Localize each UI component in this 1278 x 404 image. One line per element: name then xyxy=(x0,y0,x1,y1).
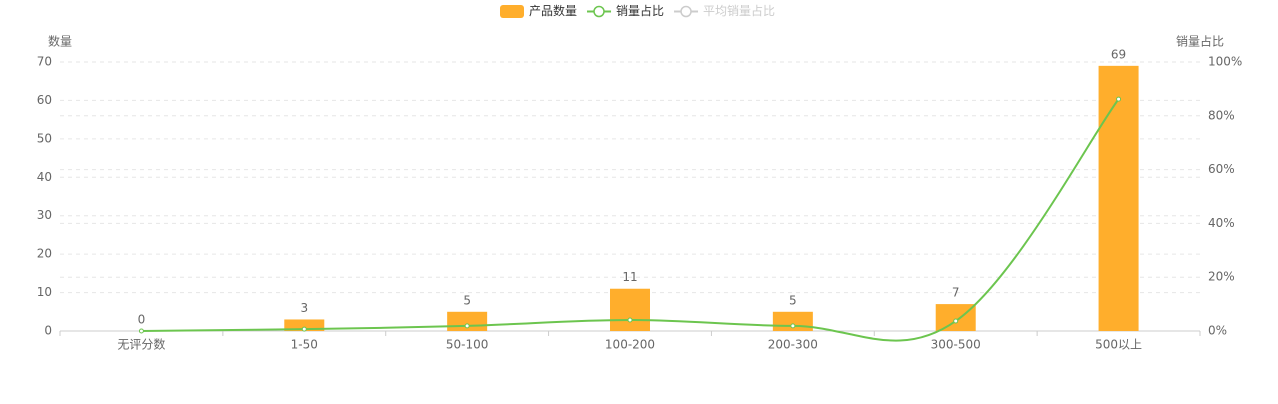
y2-tick-label: 80% xyxy=(1208,108,1235,122)
x-tick-label: 500以上 xyxy=(1095,338,1142,352)
bar-value-label: 5 xyxy=(789,293,797,307)
bar-value-label: 69 xyxy=(1111,47,1126,61)
bar-value-label: 7 xyxy=(952,286,960,300)
legend-label[interactable]: 销量占比 xyxy=(616,3,664,18)
y-tick-label: 10 xyxy=(37,285,52,299)
y2-tick-label: 100% xyxy=(1208,55,1242,69)
x-tick-label: 200-300 xyxy=(768,338,818,352)
line-point xyxy=(790,323,796,329)
line-point xyxy=(138,328,144,334)
y-tick-label: 70 xyxy=(37,55,52,69)
y-tick-label: 50 xyxy=(37,131,52,145)
y2-tick-label: 40% xyxy=(1208,216,1235,230)
y2-tick-label: 0% xyxy=(1208,324,1227,338)
legend-swatch[interactable] xyxy=(680,5,692,18)
y-tick-label: 20 xyxy=(37,247,52,261)
bar xyxy=(935,304,976,331)
x-tick-label: 50-100 xyxy=(446,338,489,352)
legend-swatch[interactable] xyxy=(593,5,605,18)
y2-tick-label: 20% xyxy=(1208,270,1235,284)
bar-value-label: 5 xyxy=(463,293,471,307)
line-point xyxy=(1116,96,1122,102)
legend-label[interactable]: 平均销量占比 xyxy=(703,3,775,18)
y-tick-label: 0 xyxy=(44,324,52,338)
legend-label[interactable]: 产品数量 xyxy=(529,3,577,18)
legend-swatch[interactable] xyxy=(500,5,524,18)
x-tick-label: 无评分数 xyxy=(117,337,165,352)
bar-value-label: 11 xyxy=(622,270,637,284)
line-point xyxy=(627,317,633,323)
x-tick-label: 100-200 xyxy=(605,338,655,352)
bar-value-label: 0 xyxy=(138,313,146,327)
y-tick-label: 40 xyxy=(37,170,52,184)
line-point xyxy=(464,323,470,329)
bar-value-label: 3 xyxy=(300,301,308,315)
line-point xyxy=(953,318,959,324)
bar xyxy=(284,319,325,331)
y-axis-title: 数量 xyxy=(48,34,72,49)
line-point xyxy=(301,326,307,332)
y-tick-label: 60 xyxy=(37,93,52,107)
x-tick-label: 300-500 xyxy=(931,338,981,352)
bar xyxy=(1098,65,1139,331)
x-tick-label: 1-50 xyxy=(291,338,318,352)
y-tick-label: 30 xyxy=(37,208,52,222)
bar xyxy=(610,288,650,331)
y2-tick-label: 60% xyxy=(1208,162,1235,176)
y2-axis-title: 销量占比 xyxy=(1176,34,1224,49)
